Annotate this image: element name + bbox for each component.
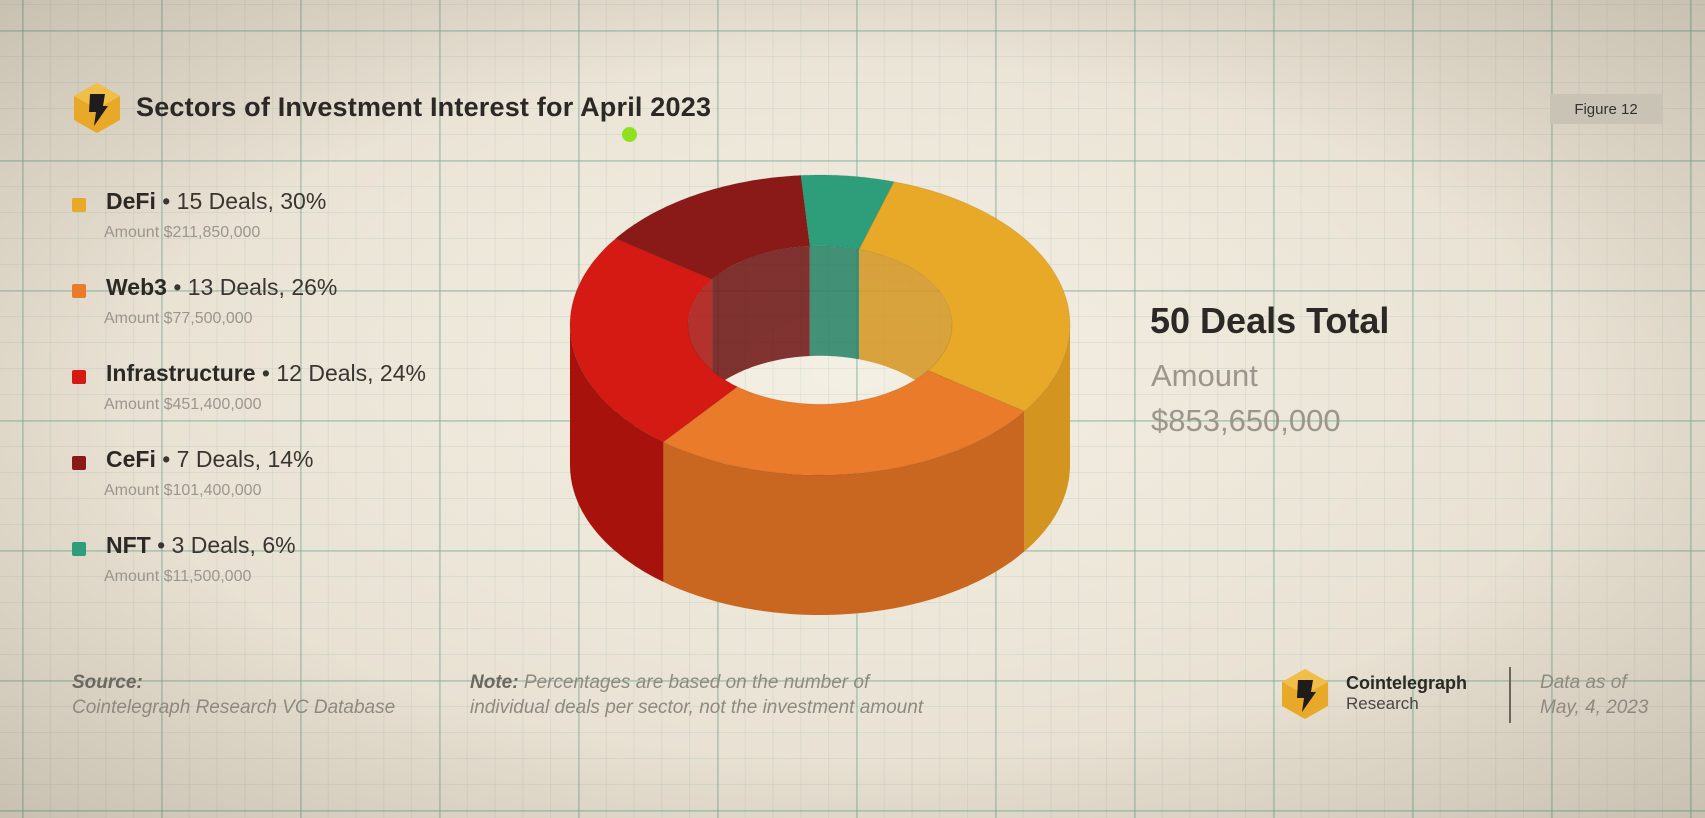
donut-hole — [690, 317, 950, 473]
note-block: Note: Percentages are based on the numbe… — [470, 670, 923, 720]
legend-amount: Amount $11,500,000 — [104, 568, 252, 585]
note-label: Note: — [470, 672, 519, 693]
legend-name: Infrastructure — [106, 360, 256, 386]
slice-inner-cefi — [712, 246, 810, 390]
note-text-line1: Percentages are based on the number of — [518, 672, 870, 693]
amount-value: $853,650,000 — [1151, 403, 1341, 438]
brand-subtitle: Research — [1346, 694, 1419, 713]
legend-detail: • 13 Deals, 26% — [166, 274, 338, 300]
donut-chart-svg — [569, 174, 1071, 615]
legend-amount: Amount $451,400,000 — [104, 396, 262, 413]
brand-logo-icon — [1280, 667, 1330, 721]
slice-side-defi — [1024, 325, 1070, 552]
legend-swatch — [72, 456, 86, 470]
note-text-line2: individual deals per sector, not the inv… — [470, 697, 924, 718]
legend-swatch — [72, 542, 86, 556]
footer-divider — [1509, 667, 1511, 723]
source-block: Source: Cointelegraph Research VC Databa… — [72, 670, 395, 720]
cointelegraph-logo-icon — [72, 82, 122, 134]
legend-detail: • 12 Deals, 24% — [255, 360, 426, 386]
source-label: Source: — [72, 672, 143, 693]
legend-name: CeFi — [106, 446, 156, 472]
legend-swatch — [72, 284, 86, 298]
deals-total: 50 Deals Total — [1150, 300, 1390, 341]
legend-detail: • 3 Deals, 6% — [150, 532, 296, 558]
legend-amount: Amount $77,500,000 — [104, 310, 253, 327]
legend-name: Web3 — [106, 274, 167, 300]
amount-label: Amount — [1151, 358, 1258, 393]
data-as-of: Data as of May, 4, 2023 — [1540, 670, 1648, 720]
source-text: Cointelegraph Research VC Database — [72, 697, 396, 718]
slice-top-nft — [800, 174, 895, 250]
legend-detail: • 15 Deals, 30% — [155, 188, 327, 214]
donut-chart — [520, 150, 1120, 625]
slice-inner-nft — [809, 245, 859, 360]
legend-amount: Amount $101,400,000 — [104, 482, 262, 499]
slice-side-web3 — [663, 411, 1025, 615]
brand-name: Cointelegraph — [1346, 673, 1468, 693]
legend-name: NFT — [106, 532, 151, 558]
legend-detail: • 7 Deals, 14% — [155, 446, 314, 472]
slice-side-infrastructure — [570, 325, 664, 582]
chart-title: Sectors of Investment Interest for April… — [136, 92, 712, 122]
legend-swatch — [72, 370, 86, 384]
legend-amount: Amount $211,850,000 — [104, 224, 261, 241]
asof-line1: Data as of — [1540, 672, 1627, 693]
legend-swatch — [72, 198, 86, 212]
legend-name: DeFi — [106, 188, 156, 214]
asof-line2: May, 4, 2023 — [1540, 697, 1649, 718]
cursor-pointer — [622, 127, 637, 142]
figure-badge: Figure 12 — [1550, 94, 1662, 124]
